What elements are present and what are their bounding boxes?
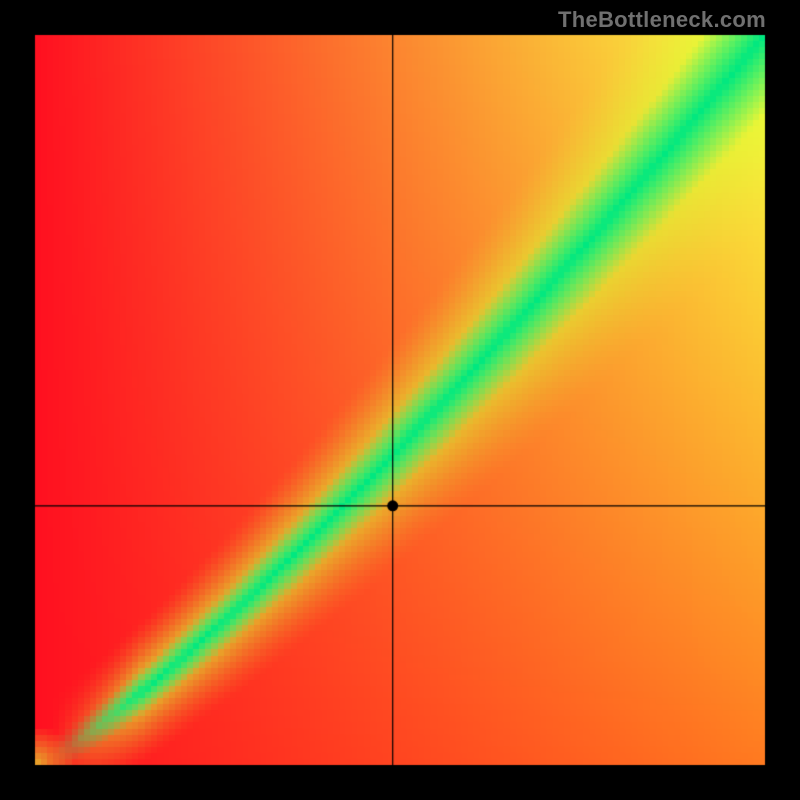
watermark-text: TheBottleneck.com — [558, 7, 766, 33]
heatmap-canvas — [0, 0, 800, 800]
chart-container: TheBottleneck.com — [0, 0, 800, 800]
